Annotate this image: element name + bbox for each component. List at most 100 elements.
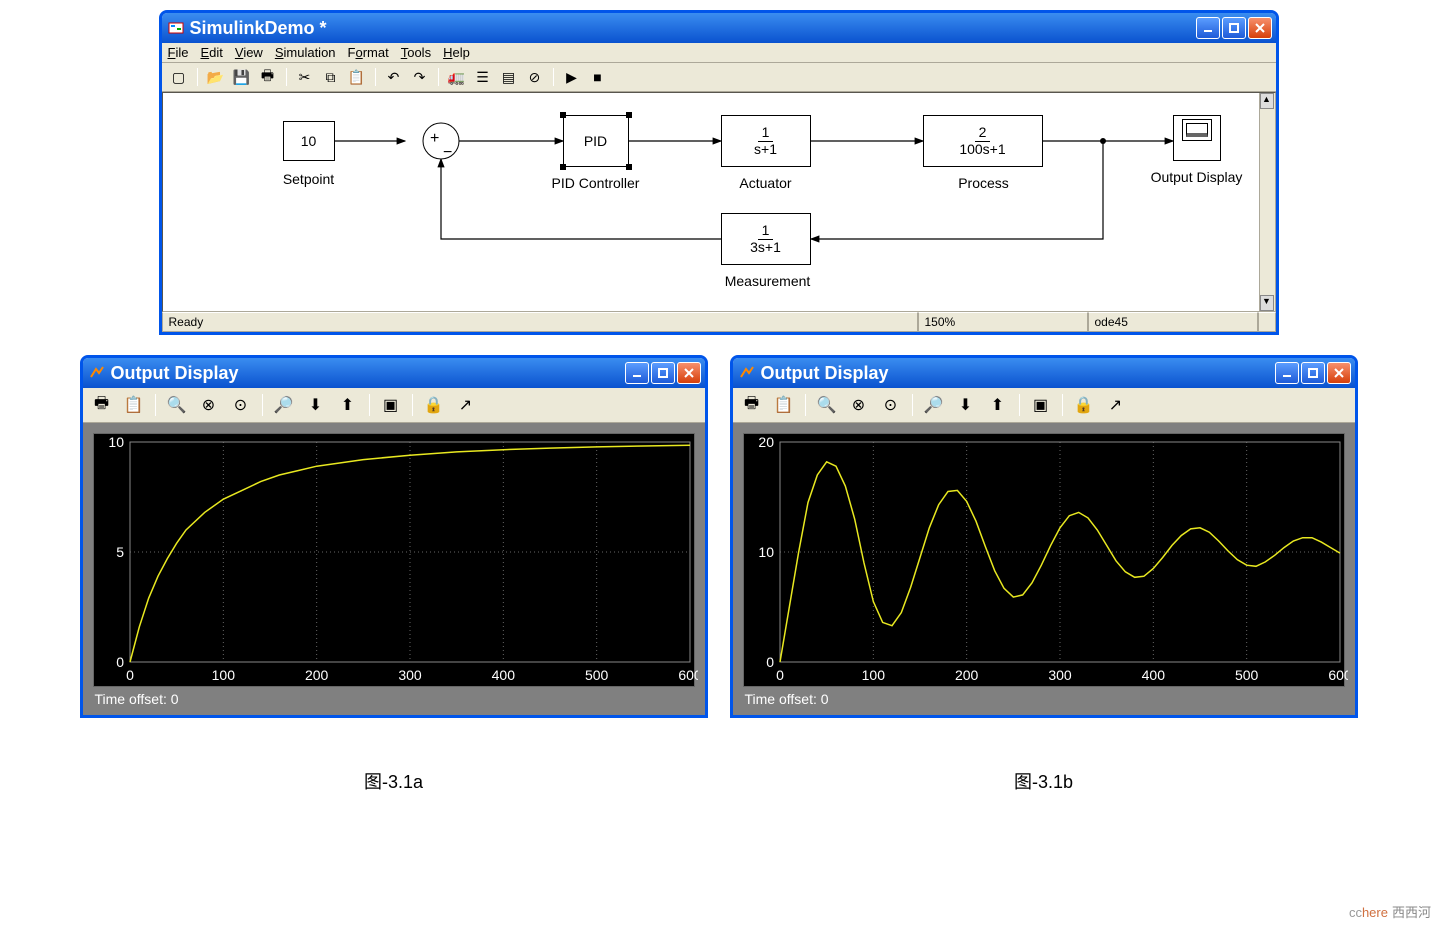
build-icon[interactable]: 🚛 (446, 66, 468, 88)
x-tick-label: 200 (954, 667, 978, 683)
scope-titlebar[interactable]: Output Display (83, 358, 705, 388)
library-icon[interactable]: ▤ (498, 66, 520, 88)
close-button[interactable] (677, 362, 701, 384)
menu-edit[interactable]: Edit (200, 45, 222, 60)
selection-handle[interactable] (560, 164, 566, 170)
y-tick-label: 10 (758, 544, 774, 560)
close-button[interactable] (1327, 362, 1351, 384)
watermark-zh: 西西河 (1392, 905, 1431, 920)
minimize-button[interactable] (1196, 17, 1220, 39)
model-explorer-icon[interactable]: ☰ (472, 66, 494, 88)
save-icon[interactable]: 💾 (231, 66, 253, 88)
scroll-up-button[interactable]: ▲ (1260, 93, 1274, 109)
restore-icon[interactable]: ⬆ (985, 392, 1011, 418)
x-tick-label: 100 (861, 667, 885, 683)
block-label-pid-controller: PID Controller (541, 175, 651, 191)
menu-format[interactable]: Format (348, 45, 389, 60)
simulink-canvas[interactable]: +− ▲ ▼ 10SetpointPIDPID Controller1s+1Ac… (162, 92, 1276, 312)
x-tick-label: 400 (1141, 667, 1165, 683)
window-controls (1275, 362, 1351, 384)
lock-icon[interactable]: 🔒 (421, 392, 447, 418)
close-button[interactable] (1248, 17, 1272, 39)
params-icon[interactable]: 📋 (121, 392, 147, 418)
paste-icon[interactable]: 📋 (346, 66, 368, 88)
block-actuator[interactable]: 1s+1 (721, 115, 811, 167)
block-scope[interactable] (1173, 115, 1221, 161)
zoom-icon[interactable]: 🔍 (814, 392, 840, 418)
open-icon[interactable]: 📂 (205, 66, 227, 88)
print-icon[interactable]: 🖶 (739, 392, 765, 418)
zoom-y-icon[interactable]: ⊙ (878, 392, 904, 418)
menu-file[interactable]: File (168, 45, 189, 60)
play-icon[interactable]: ▶ (561, 66, 583, 88)
debug-icon[interactable]: ⊘ (524, 66, 546, 88)
autoscale-icon[interactable]: 🔎 (271, 392, 297, 418)
y-tick-label: 0 (766, 654, 774, 670)
block-measurement[interactable]: 13s+1 (721, 213, 811, 265)
scope-toolbar: 🖶📋 🔍⊗⊙ 🔎⬇⬆ ▣ 🔒↗ (733, 388, 1355, 423)
x-tick-label: 200 (304, 667, 328, 683)
scope-plot-area: 01002003004005006000510Time offset: 0 (83, 423, 705, 715)
print-icon[interactable]: 🖶 (89, 392, 115, 418)
scope-title: Output Display (111, 363, 625, 384)
caption-b: 图-3.1b (729, 738, 1359, 804)
cut-icon[interactable]: ✂ (294, 66, 316, 88)
vertical-scrollbar[interactable]: ▲ ▼ (1259, 93, 1275, 311)
window-controls (1196, 17, 1272, 39)
toolbar-separator (1019, 394, 1020, 416)
lock-icon[interactable]: 🔒 (1071, 392, 1097, 418)
scope-window-b: Output Display 🖶📋🔍⊗⊙🔎⬇⬆▣🔒↗01002003004005… (730, 355, 1358, 718)
float-icon[interactable]: ▣ (378, 392, 404, 418)
float-icon[interactable]: ▣ (1028, 392, 1054, 418)
maximize-button[interactable] (651, 362, 675, 384)
save-fig-icon[interactable]: ⬇ (953, 392, 979, 418)
new-file-icon[interactable]: ▢ (168, 66, 190, 88)
signal-sel-icon[interactable]: ↗ (453, 392, 479, 418)
menu-tools[interactable]: Tools (401, 45, 431, 60)
autoscale-icon[interactable]: 🔎 (921, 392, 947, 418)
zoom-x-icon[interactable]: ⊗ (846, 392, 872, 418)
restore-icon[interactable]: ⬆ (335, 392, 361, 418)
toolbar-separator (286, 68, 287, 86)
status-resize-grip[interactable] (1258, 312, 1276, 332)
zoom-x-icon[interactable]: ⊗ (196, 392, 222, 418)
selection-handle[interactable] (560, 112, 566, 118)
selection-handle[interactable] (626, 164, 632, 170)
simulink-title: SimulinkDemo * (190, 18, 1196, 39)
redo-icon[interactable]: ↷ (409, 66, 431, 88)
maximize-button[interactable] (1301, 362, 1325, 384)
zoom-y-icon[interactable]: ⊙ (228, 392, 254, 418)
copy-icon[interactable]: ⧉ (320, 66, 342, 88)
selection-handle[interactable] (626, 112, 632, 118)
watermark: cchere西西河 (1349, 902, 1431, 921)
toolbar-separator (369, 394, 370, 416)
block-label-setpoint: Setpoint (267, 171, 351, 187)
minimize-button[interactable] (625, 362, 649, 384)
scope-chart: 01002003004005006000510 (94, 434, 698, 686)
minimize-button[interactable] (1275, 362, 1299, 384)
maximize-button[interactable] (1222, 17, 1246, 39)
toolbar-separator (197, 68, 198, 86)
block-sum[interactable] (423, 123, 459, 159)
menu-help[interactable]: Help (443, 45, 470, 60)
scope-titlebar[interactable]: Output Display (733, 358, 1355, 388)
caption-a: 图-3.1a (79, 738, 709, 804)
block-process[interactable]: 2100s+1 (923, 115, 1043, 167)
stop-icon[interactable]: ■ (587, 66, 609, 88)
scroll-down-button[interactable]: ▼ (1260, 295, 1274, 311)
menu-view[interactable]: View (235, 45, 263, 60)
x-tick-label: 600 (1328, 667, 1348, 683)
signal-sel-icon[interactable]: ↗ (1103, 392, 1129, 418)
zoom-icon[interactable]: 🔍 (164, 392, 190, 418)
block-pid-controller[interactable]: PID (563, 115, 629, 167)
print-icon[interactable]: 🖶 (257, 66, 279, 88)
block-label-process: Process (955, 175, 1013, 191)
save-fig-icon[interactable]: ⬇ (303, 392, 329, 418)
simulink-titlebar[interactable]: SimulinkDemo * (162, 13, 1276, 43)
toolbar-separator (1062, 394, 1063, 416)
toolbar-separator (155, 394, 156, 416)
params-icon[interactable]: 📋 (771, 392, 797, 418)
block-setpoint[interactable]: 10 (283, 121, 335, 161)
menu-simulation[interactable]: Simulation (275, 45, 336, 60)
undo-icon[interactable]: ↶ (383, 66, 405, 88)
